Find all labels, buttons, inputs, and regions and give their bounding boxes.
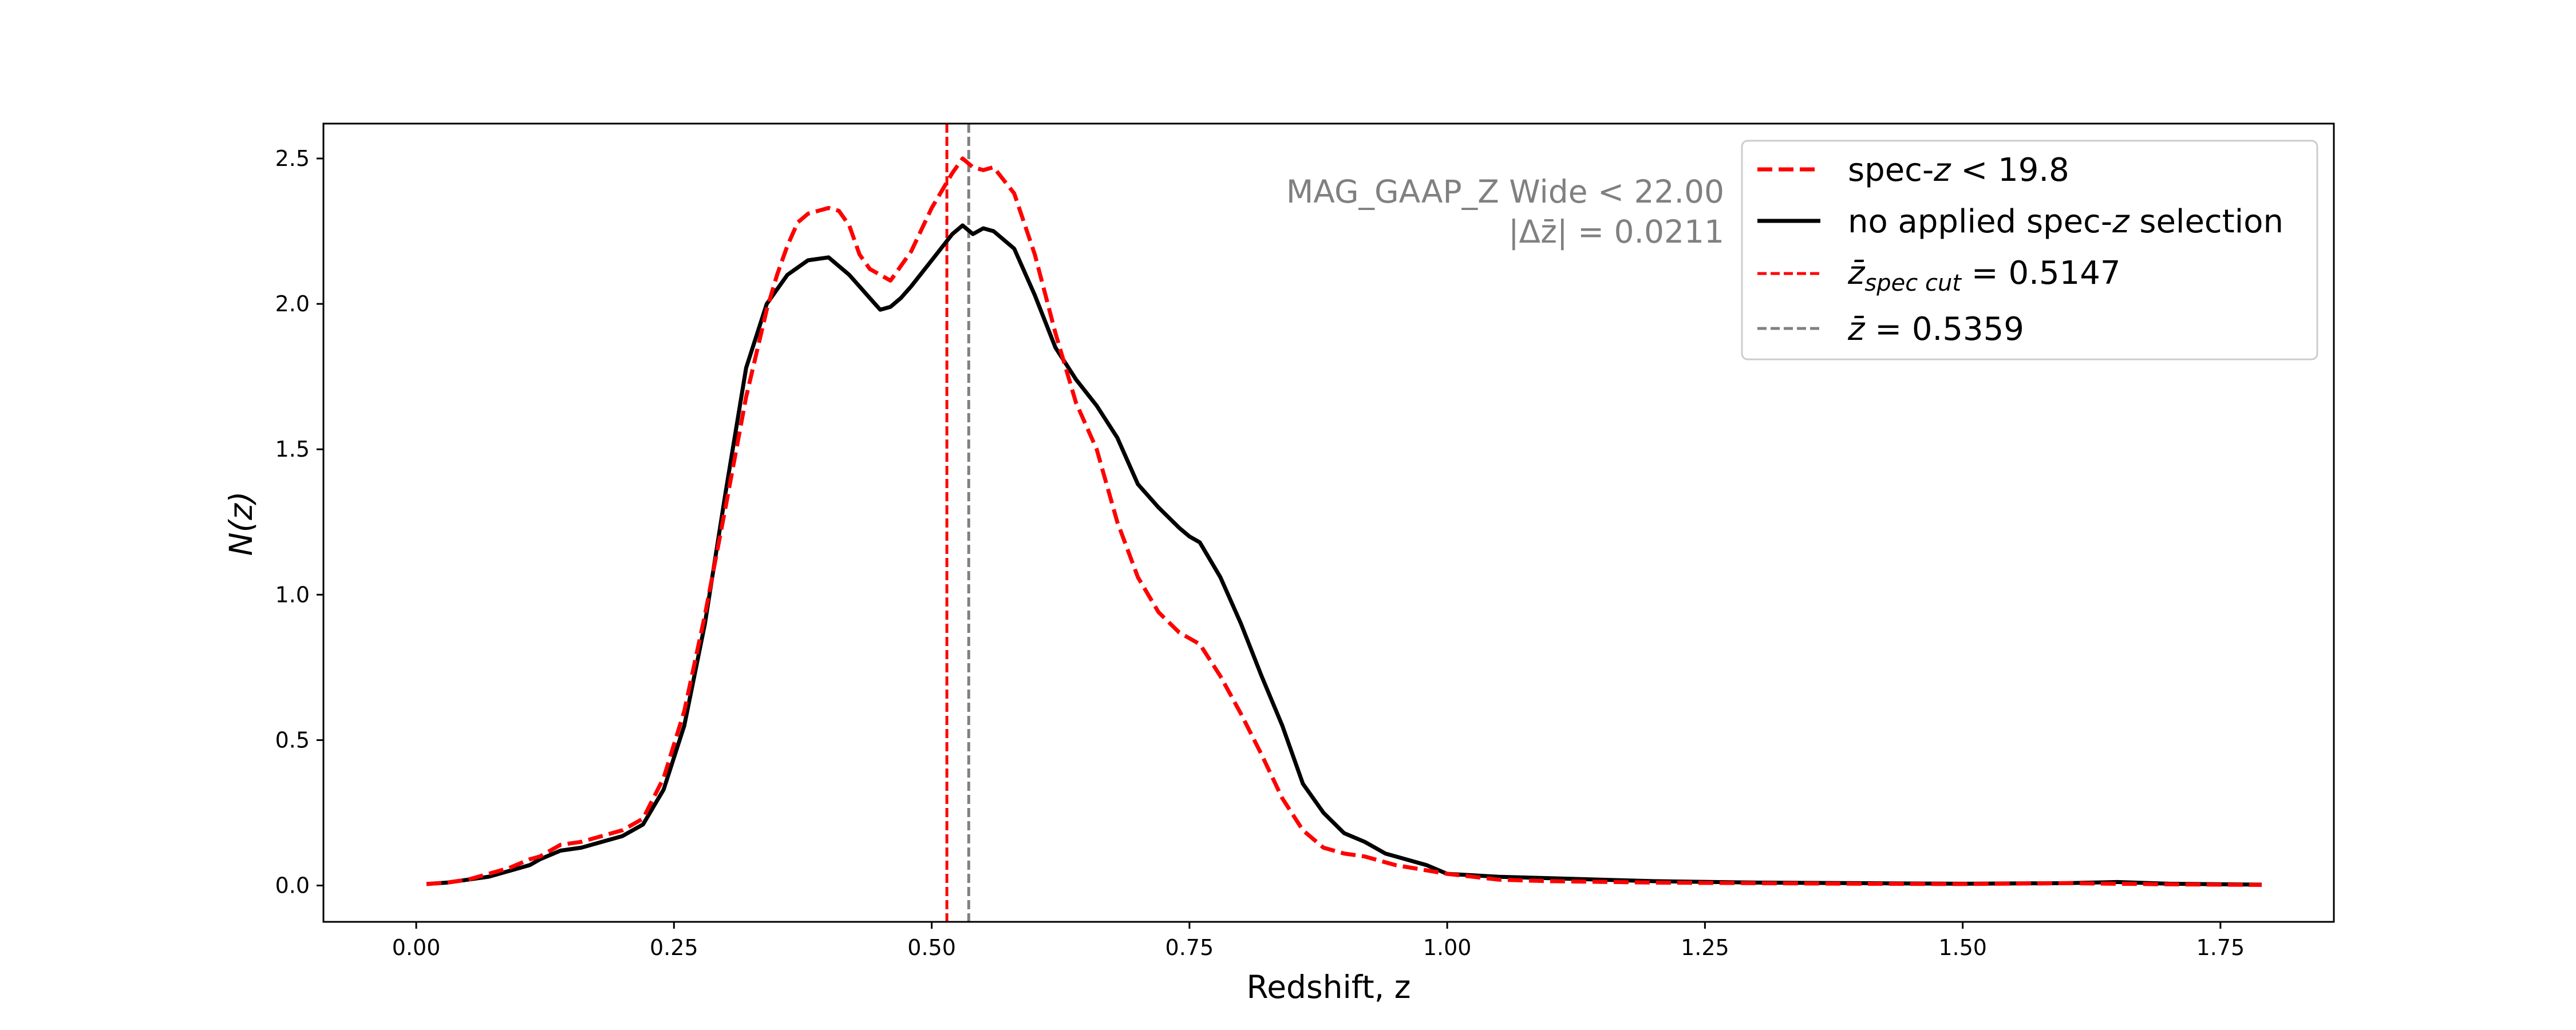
y-axis-label: N(z): [223, 492, 259, 556]
x-axis: 0.00 0.25 0.50 0.75 1.00 1.25 1.50 1.75: [392, 922, 2245, 960]
x-tick-label: 1.75: [2196, 935, 2245, 960]
x-axis-label: Redshift, z: [1246, 969, 1411, 1005]
x-tick-label: 0.75: [1165, 935, 1214, 960]
series-lines: [426, 156, 2262, 887]
y-axis: 0.0 0.5 1.0 1.5 2.0 2.5: [275, 146, 323, 898]
y-tick-label: 2.5: [275, 146, 310, 171]
x-tick-label: 0.50: [907, 935, 956, 960]
vertical-lines: [945, 124, 970, 922]
annotation-magnitude-cut: MAG_GAAP_Z Wide < 22.00: [1286, 173, 1724, 210]
series-no-selection-line: [426, 223, 2262, 887]
legend-label-mean-spec-cut: z̄spec cut = 0.5147: [1847, 255, 2120, 296]
y-tick-label: 1.0: [275, 582, 310, 607]
y-tick-label: 0.0: [275, 873, 310, 898]
x-tick-label: 1.50: [1938, 935, 1987, 960]
x-tick-label: 0.25: [650, 935, 698, 960]
legend-label-mean-all: z̄ = 0.5359: [1847, 311, 2024, 348]
x-tick-label: 1.00: [1423, 935, 1472, 960]
annotation-delta-zbar: |Δz̄| = 0.0211: [1508, 213, 1724, 251]
y-tick-label: 0.5: [275, 727, 310, 752]
legend-frame: [1741, 140, 2318, 360]
legend: spec-z < 19.8 no applied spec-z selectio…: [1741, 140, 2318, 360]
legend-label-no-selection: no applied spec-z selection: [1848, 203, 2283, 240]
y-tick-label: 1.5: [275, 437, 310, 462]
series-spec-z-cut-line: [426, 156, 2262, 887]
y-tick-label: 2.0: [275, 291, 310, 316]
axes-frame: [322, 122, 2335, 923]
legend-label-spec-z-cut: spec-z < 19.8: [1848, 152, 2069, 189]
x-tick-label: 1.25: [1681, 935, 1729, 960]
x-tick-label: 0.00: [392, 935, 441, 960]
